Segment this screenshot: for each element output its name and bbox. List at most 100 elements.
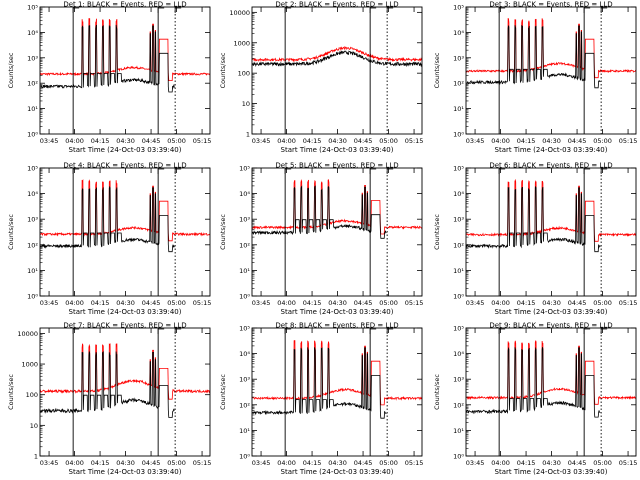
y-tick-label: 10³	[453, 54, 464, 62]
x-tick-label: 05:15	[619, 459, 638, 467]
x-tick-label: 04:15	[303, 137, 322, 145]
red-lld-series-line	[40, 343, 210, 400]
y-tick-label: 1000	[233, 39, 250, 47]
y-tick-label: 10⁴	[27, 190, 38, 198]
black-events-series-line	[466, 185, 601, 253]
x-axis-label: Start Time (24-Oct-03 03:39:40)	[281, 308, 394, 316]
x-tick-label: 04:15	[517, 137, 536, 145]
x-tick-label: 03:45	[40, 137, 59, 145]
y-tick-label: 10²	[239, 401, 250, 409]
x-tick-label: 05:00	[593, 459, 612, 467]
x-tick-label: 04:45	[142, 299, 161, 307]
y-tick-label: 10⁰	[239, 453, 250, 461]
x-tick-label: 04:15	[91, 299, 110, 307]
x-tick-label: 04:15	[517, 299, 536, 307]
x-tick-label: 04:45	[354, 137, 373, 145]
black-events-series-line	[252, 185, 387, 239]
y-tick-label: 10³	[453, 376, 464, 384]
x-tick-label: 04:00	[277, 137, 296, 145]
y-tick-label: 10⁵	[239, 325, 250, 333]
red-lld-series-line	[40, 18, 210, 81]
y-tick-label: 10²	[453, 401, 464, 409]
y-tick-label: 10¹	[27, 267, 38, 275]
panel-det-4: 03:45 04:00 04:15 04:30 04:45 05:00 05:15 10⁰ 10…	[7, 162, 211, 317]
y-tick-label: 10³	[239, 216, 250, 224]
y-axis-label: Counts/sec	[433, 374, 441, 410]
y-tick-label: 10⁴	[239, 190, 250, 198]
x-tick-label: 04:00	[277, 459, 296, 467]
y-tick-label: 10³	[453, 216, 464, 224]
interval-bracket-mark	[174, 7, 182, 13]
x-tick-label: 05:15	[619, 137, 638, 145]
interval-bracket-mark	[157, 7, 165, 13]
black-events-series-line	[252, 50, 422, 68]
panel-title: Det 8: BLACK = Events, RED = LLD	[275, 322, 398, 330]
panel-det-1: 03:45 04:00 04:15 04:30 04:45 05:00 05:15 10⁰ 10…	[7, 1, 211, 155]
panel-det-2: 03:45 04:00 04:15 04:30 04:45 05:00 05:15 1 10 10…	[219, 1, 423, 155]
panel-title: Det 2: BLACK = Events, RED = LLD	[275, 1, 398, 9]
y-tick-label: 10⁴	[453, 350, 464, 358]
y-tick-label: 10²	[239, 241, 250, 249]
interval-bracket-mark	[284, 7, 292, 13]
y-tick-label: 10¹	[453, 427, 464, 435]
y-tick-label: 10³	[27, 216, 38, 224]
panel-det-6: 03:45 04:00 04:15 04:30 04:45 05:00 05:15 10⁰ 10…	[433, 162, 637, 317]
interval-bracket-mark	[498, 7, 506, 13]
x-tick-label: 04:30	[542, 459, 561, 467]
x-tick-label: 03:45	[466, 299, 485, 307]
y-tick-label: 10²	[453, 241, 464, 249]
interval-bracket-mark	[369, 328, 377, 334]
x-tick-label: 05:15	[193, 459, 212, 467]
panel-title: Det 3: BLACK = Events, RED = LLD	[489, 1, 612, 9]
interval-bracket-mark	[386, 168, 394, 174]
x-tick-label: 04:00	[65, 137, 84, 145]
x-axis-label: Start Time (24-Oct-03 03:39:40)	[281, 146, 394, 154]
y-tick-label: 10⁰	[239, 293, 250, 301]
y-tick-label: 10⁵	[239, 165, 250, 173]
plot-frame	[39, 327, 211, 457]
x-tick-label: 04:45	[354, 459, 373, 467]
y-axis-label: Counts/sec	[433, 52, 441, 88]
y-tick-label: 10²	[453, 80, 464, 88]
interval-bracket-mark	[157, 328, 165, 334]
red-lld-series-line	[466, 178, 636, 242]
x-tick-label: 04:15	[303, 299, 322, 307]
x-tick-label: 04:45	[354, 299, 373, 307]
plot-frame	[251, 327, 423, 457]
red-lld-series-line	[466, 18, 636, 79]
x-tick-label: 04:00	[491, 299, 510, 307]
x-tick-label: 05:15	[405, 299, 424, 307]
x-tick-label: 05:15	[193, 299, 212, 307]
plot-frame	[465, 6, 637, 135]
y-tick-label: 10⁴	[453, 190, 464, 198]
x-tick-label: 04:30	[116, 459, 135, 467]
y-tick-label: 10³	[239, 376, 250, 384]
y-tick-label: 10¹	[453, 105, 464, 113]
x-tick-label: 04:30	[328, 459, 347, 467]
y-tick-label: 10⁰	[453, 131, 464, 139]
x-axis-label: Start Time (24-Oct-03 03:39:40)	[69, 146, 182, 154]
red-lld-series-line	[252, 45, 422, 63]
x-tick-label: 05:15	[405, 459, 424, 467]
y-axis-label: Counts/sec	[219, 214, 227, 250]
x-axis-label: Start Time (24-Oct-03 03:39:40)	[495, 468, 608, 476]
x-tick-label: 05:00	[379, 459, 398, 467]
panel-title: Det 7: BLACK = Events, RED = LLD	[63, 322, 186, 330]
x-tick-label: 03:45	[252, 137, 271, 145]
x-tick-label: 05:15	[405, 137, 424, 145]
x-tick-label: 04:45	[568, 137, 587, 145]
x-tick-label: 04:00	[491, 459, 510, 467]
y-tick-label: 1	[34, 453, 38, 461]
x-tick-label: 04:15	[91, 137, 110, 145]
x-tick-label: 03:45	[466, 459, 485, 467]
y-tick-label: 10⁴	[27, 29, 38, 37]
x-tick-label: 04:00	[491, 137, 510, 145]
x-axis-label: Start Time (24-Oct-03 03:39:40)	[495, 146, 608, 154]
panel-det-9: 03:45 04:00 04:15 04:30 04:45 05:00 05:15 10⁰ 10…	[433, 322, 637, 477]
y-tick-label: 10⁵	[453, 165, 464, 173]
interval-bracket-mark	[157, 168, 165, 174]
y-tick-label: 10	[242, 100, 250, 108]
x-tick-label: 04:00	[65, 459, 84, 467]
interval-bracket-mark	[498, 168, 506, 174]
interval-bracket-mark	[583, 7, 591, 13]
